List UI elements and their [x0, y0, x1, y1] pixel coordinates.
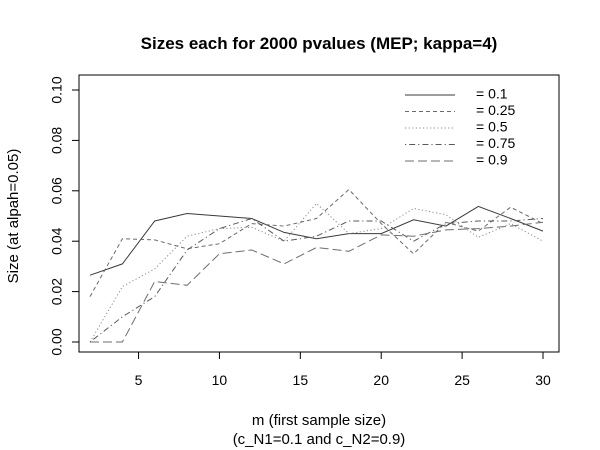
x-tick-label: 15 [293, 372, 309, 388]
y-tick-label: 0.08 [49, 127, 65, 154]
x-tick-label: 10 [212, 372, 228, 388]
x-tick-label: 20 [373, 372, 389, 388]
legend-entry: = 0.5 [476, 119, 508, 135]
y-tick-label: 0.04 [49, 227, 65, 254]
y-axis: 0.00 0.02 0.04 0.06 0.08 0.10 [49, 76, 80, 356]
legend-entry: = 0.25 [476, 102, 516, 118]
x-tick-label: 5 [135, 372, 143, 388]
x-axis-label-secondary: (c_N1=0.1 and c_N2=0.9) [233, 431, 406, 448]
y-tick-label: 0.10 [49, 76, 65, 103]
y-tick-label: 0.00 [49, 328, 65, 355]
x-tick-label: 30 [535, 372, 551, 388]
series-line-2 [89, 202, 544, 343]
y-tick-label: 0.02 [49, 278, 65, 305]
y-axis-label: Size (at alpah=0.05) [5, 149, 22, 284]
x-axis: 5 10 15 20 25 30 [135, 351, 551, 388]
series-line-3 [89, 217, 544, 343]
series-layer [89, 188, 544, 343]
legend-entry: = 0.9 [476, 152, 508, 168]
y-tick-label: 0.06 [49, 177, 65, 204]
legend-entry: = 0.75 [476, 135, 516, 151]
series-line-1 [89, 188, 544, 297]
chart-title: Sizes each for 2000 pvalues (MEP; kappa=… [141, 34, 498, 53]
legend-entry: = 0.1 [476, 86, 508, 102]
series-line-4 [90, 221, 544, 343]
series-line-0 [89, 205, 544, 276]
legend: = 0.1= 0.25= 0.5= 0.75= 0.9 [405, 86, 516, 168]
x-tick-label: 25 [454, 372, 470, 388]
x-axis-label: m (first sample size) [252, 412, 386, 429]
